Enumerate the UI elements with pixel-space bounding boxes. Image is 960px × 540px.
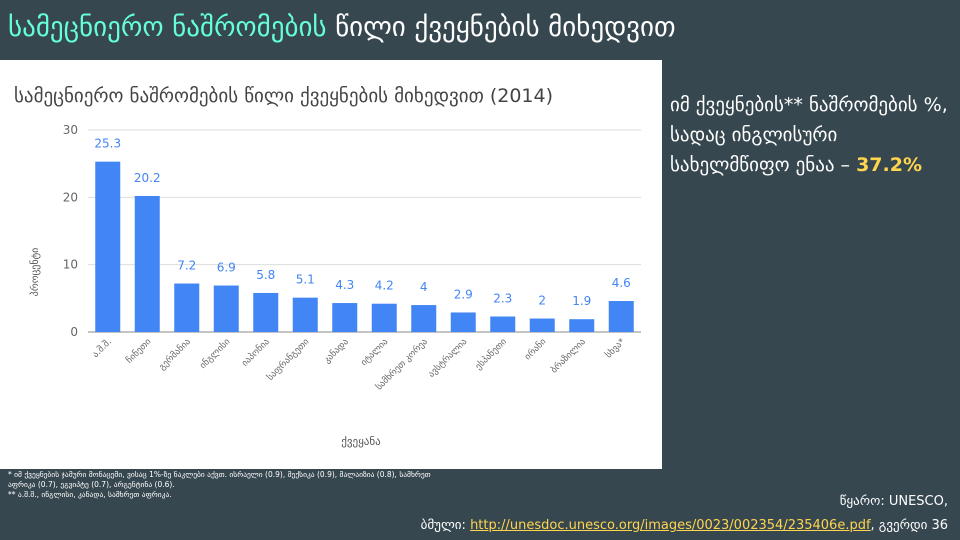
bar-value-label: 20.2: [134, 171, 161, 185]
bar-value-label: 4.2: [375, 279, 394, 293]
bar: [371, 303, 397, 332]
source-link-line: ბმული: http://unesdoc.unesco.org/images/…: [421, 514, 948, 538]
bar-value-label: 4.6: [612, 276, 631, 290]
english-share-note: იმ ქვეყნების** ნაშრომების %, სადაც ინგლი…: [670, 90, 950, 180]
bar-value-label: 4.3: [335, 278, 354, 292]
bar-value-label: 2: [538, 294, 546, 308]
bar: [95, 161, 121, 332]
bar-chart: სამეცნიერო ნაშრომების წილი ქვეყნების მიხ…: [14, 85, 641, 448]
chart-title: სამეცნიერო ნაშრომების წილი ქვეყნების მიხ…: [14, 85, 553, 107]
source-link[interactable]: http://unesdoc.unesco.org/images/0023/00…: [470, 518, 871, 533]
x-tick-label: ჩინეთი: [124, 336, 154, 366]
x-tick-label: ინგლისი: [198, 336, 233, 371]
slide-title-highlight: სამეცნიერო ნაშრომების: [8, 12, 327, 43]
bar: [608, 301, 634, 332]
x-tick-label: ირანი: [522, 336, 548, 362]
bar: [569, 319, 595, 332]
source-citation: წყარო: UNESCO, ბმული: http://unesdoc.une…: [421, 490, 948, 538]
footnote-english-countries: ** ა.შ.შ., ინგლისი, კანადა, სამხრეთ აფრი…: [8, 490, 172, 499]
bar: [450, 312, 476, 332]
bar-value-label: 2.9: [454, 287, 473, 301]
y-tick-label: 10: [63, 258, 78, 272]
x-tick-label: გერმანია: [157, 336, 193, 372]
bar-value-label: 6.9: [217, 261, 236, 275]
bar: [134, 195, 160, 332]
slide-title: სამეცნიერო ნაშრომების წილი ქვეყნების მიხ…: [8, 12, 676, 43]
bar: [174, 283, 200, 332]
x-tick-label: კანადა: [322, 336, 352, 366]
bar-value-label: 5.8: [256, 268, 275, 282]
x-tick-label: ა.შ.შ.: [90, 336, 114, 360]
y-tick-label: 0: [70, 325, 78, 339]
x-tick-label: საფრანგეთი: [265, 336, 312, 383]
bar-value-label: 5.1: [296, 273, 315, 287]
bar: [253, 292, 279, 332]
x-tick-label: ბრაზილია: [549, 336, 588, 375]
bar-value-label: 4: [420, 280, 428, 294]
source-link-prefix: ბმული:: [420, 518, 471, 533]
x-tick-label: იტალია: [359, 337, 390, 368]
footnotes: * იმ ქვეყნების ჯამური მონაცემი, ვისაც 1%…: [8, 470, 448, 500]
x-tick-label: იაპონია: [239, 336, 272, 369]
y-axis-label: პროცენტი: [29, 248, 41, 297]
bar-value-label: 25.3: [94, 137, 121, 151]
y-tick-label: 30: [63, 123, 78, 137]
x-tick-label: სხვა*: [603, 336, 627, 360]
bar: [490, 316, 516, 332]
bar: [213, 285, 239, 332]
bar: [411, 305, 437, 332]
footnote-other-countries: * იმ ქვეყნების ჯამური მონაცემი, ვისაც 1%…: [8, 470, 431, 489]
english-share-text: იმ ქვეყნების** ნაშრომების %, სადაც ინგლი…: [670, 94, 948, 176]
x-tick-label: ავსტრალია: [426, 336, 470, 380]
bar: [292, 297, 318, 332]
x-tick-label: ესპანეთი: [473, 336, 509, 372]
y-tick-label: 20: [63, 190, 78, 204]
bar: [332, 303, 358, 332]
english-share-value: 37.2%: [856, 154, 922, 176]
x-axis-label: ქვეყანა: [341, 435, 381, 448]
bar: [529, 318, 555, 332]
bar-value-label: 7.2: [177, 259, 196, 273]
chart-panel: სამეცნიერო ნაშრომების წილი ქვეყნების მიხ…: [0, 60, 662, 469]
source-page: , გვერდი 36: [870, 518, 948, 533]
source-label: წყარო: UNESCO,: [839, 494, 948, 509]
slide-title-rest: წილი ქვეყნების მიხედვით: [326, 12, 676, 43]
bar-value-label: 2.3: [493, 292, 512, 306]
bar-value-label: 1.9: [572, 294, 591, 308]
